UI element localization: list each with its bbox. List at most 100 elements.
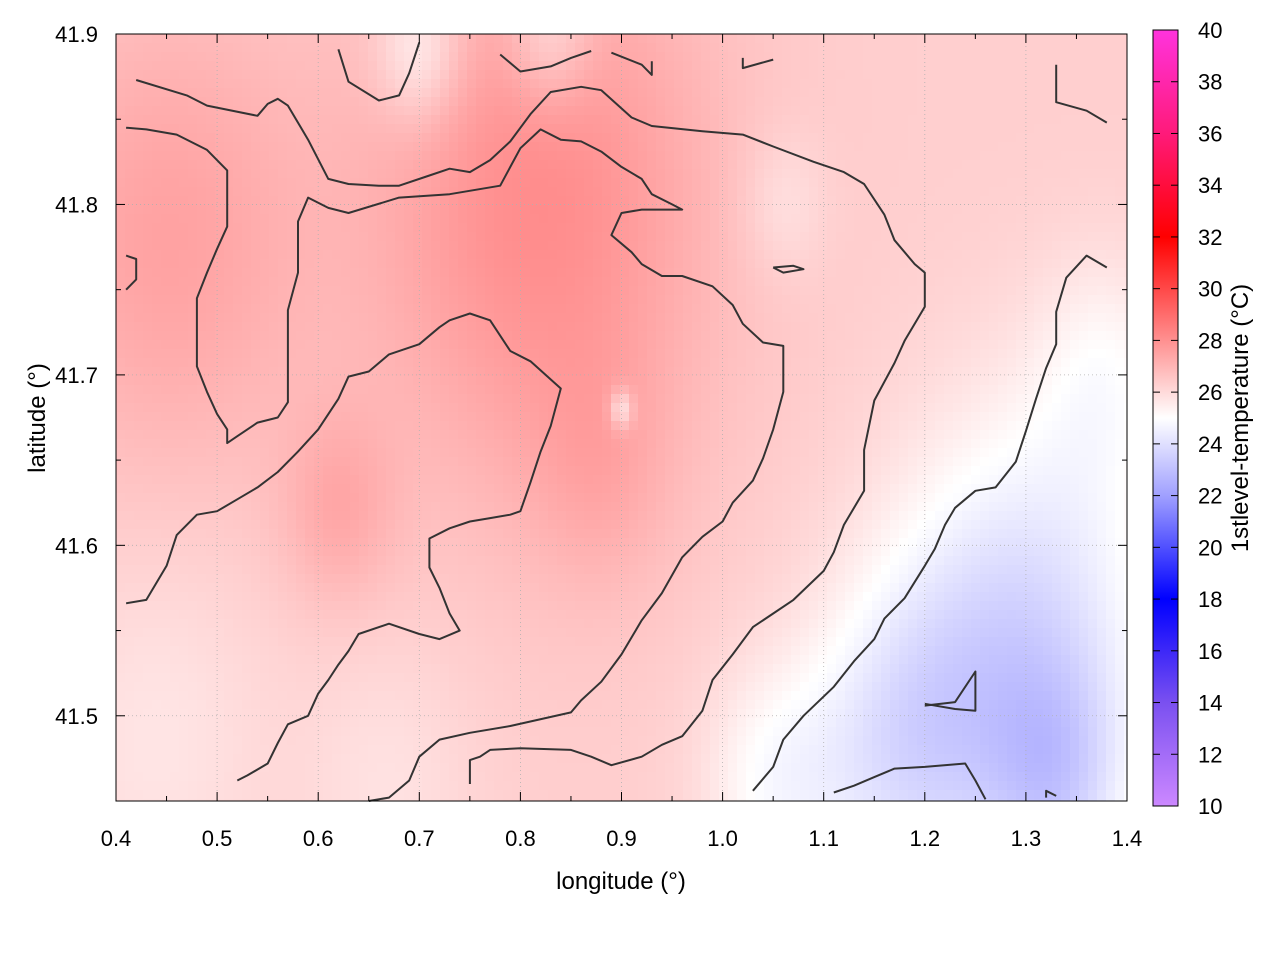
heatmap-cell <box>161 79 171 89</box>
heatmap-cell <box>944 205 954 215</box>
heatmap-cell <box>512 241 522 251</box>
heatmap-cell <box>1043 412 1053 422</box>
heatmap-cell <box>719 169 729 179</box>
heatmap-cell <box>926 313 936 323</box>
heatmap-cell <box>692 52 702 62</box>
heatmap-cell <box>287 322 297 332</box>
heatmap-cell <box>512 304 522 314</box>
heatmap-cell <box>341 421 351 431</box>
heatmap-cell <box>647 259 657 269</box>
heatmap-cell <box>422 124 432 134</box>
heatmap-cell <box>314 214 324 224</box>
heatmap-cell <box>134 376 144 386</box>
heatmap-cell <box>116 412 126 422</box>
heatmap-cell <box>206 34 216 44</box>
heatmap-cell <box>908 52 918 62</box>
heatmap-cell <box>575 34 585 44</box>
heatmap-cell <box>728 277 738 287</box>
heatmap-cell <box>539 97 549 107</box>
heatmap-cell <box>998 151 1008 161</box>
heatmap-cell <box>899 151 909 161</box>
heatmap-cell <box>233 286 243 296</box>
heatmap-cell <box>863 88 873 98</box>
heatmap-cell <box>170 385 180 395</box>
heatmap-cell <box>278 241 288 251</box>
heatmap-cell <box>116 394 126 404</box>
heatmap-cell <box>674 61 684 71</box>
heatmap-cell <box>818 97 828 107</box>
heatmap-cell <box>224 295 234 305</box>
heatmap-cell <box>1052 277 1062 287</box>
heatmap-cell <box>1106 88 1116 98</box>
heatmap-cell <box>377 43 387 53</box>
heatmap-cell <box>404 160 414 170</box>
heatmap-cell <box>719 79 729 89</box>
heatmap-cell <box>863 376 873 386</box>
heatmap-cell <box>170 43 180 53</box>
heatmap-cell <box>629 313 639 323</box>
heatmap-cell <box>782 178 792 188</box>
heatmap-cell <box>431 232 441 242</box>
heatmap-cell <box>728 340 738 350</box>
heatmap-cell <box>971 52 981 62</box>
heatmap-cell <box>998 394 1008 404</box>
heatmap-cell <box>593 367 603 377</box>
heatmap-cell <box>233 223 243 233</box>
heatmap-cell <box>953 385 963 395</box>
heatmap-cell <box>593 232 603 242</box>
heatmap-cell <box>557 61 567 71</box>
heatmap-cell <box>350 205 360 215</box>
heatmap-cell <box>593 187 603 197</box>
heatmap-cell <box>233 268 243 278</box>
heatmap-cell <box>998 61 1008 71</box>
heatmap-cell <box>233 394 243 404</box>
heatmap-cell <box>242 115 252 125</box>
heatmap-cell <box>224 97 234 107</box>
heatmap-cell <box>980 115 990 125</box>
heatmap-cell <box>530 61 540 71</box>
heatmap-cell <box>476 43 486 53</box>
heatmap-cell <box>1079 196 1089 206</box>
heatmap-cell <box>1043 115 1053 125</box>
heatmap-cell <box>953 214 963 224</box>
heatmap-cell <box>476 412 486 422</box>
heatmap-cell <box>998 331 1008 341</box>
heatmap-cell <box>629 412 639 422</box>
heatmap-cell <box>719 43 729 53</box>
heatmap-cell <box>1088 268 1098 278</box>
heatmap-cell <box>197 205 207 215</box>
heatmap-cell <box>782 34 792 44</box>
heatmap-cell <box>314 124 324 134</box>
heatmap-cell <box>224 214 234 224</box>
heatmap-cell <box>602 412 612 422</box>
heatmap-cell <box>629 106 639 116</box>
heatmap-cell <box>602 187 612 197</box>
heatmap-cell <box>701 124 711 134</box>
heatmap-cell <box>656 358 666 368</box>
heatmap-cell <box>485 196 495 206</box>
heatmap-cell <box>710 160 720 170</box>
heatmap-cell <box>530 160 540 170</box>
heatmap-cell <box>278 169 288 179</box>
heatmap-cell <box>215 277 225 287</box>
heatmap-cell <box>872 151 882 161</box>
heatmap-cell <box>935 106 945 116</box>
heatmap-cell <box>908 304 918 314</box>
heatmap-cell <box>350 349 360 359</box>
heatmap-cell <box>764 277 774 287</box>
heatmap-cell <box>1043 277 1053 287</box>
heatmap-cell <box>1007 133 1017 143</box>
heatmap-cell <box>368 52 378 62</box>
heatmap-cell <box>782 214 792 224</box>
heatmap-cell <box>134 349 144 359</box>
heatmap-cell <box>953 88 963 98</box>
heatmap-cell <box>386 232 396 242</box>
heatmap-cell <box>881 286 891 296</box>
heatmap-cell <box>809 196 819 206</box>
heatmap-cell <box>359 340 369 350</box>
heatmap-cell <box>152 367 162 377</box>
heatmap-cell <box>971 412 981 422</box>
heatmap-cell <box>368 376 378 386</box>
heatmap-cell <box>710 358 720 368</box>
heatmap-cell <box>539 52 549 62</box>
